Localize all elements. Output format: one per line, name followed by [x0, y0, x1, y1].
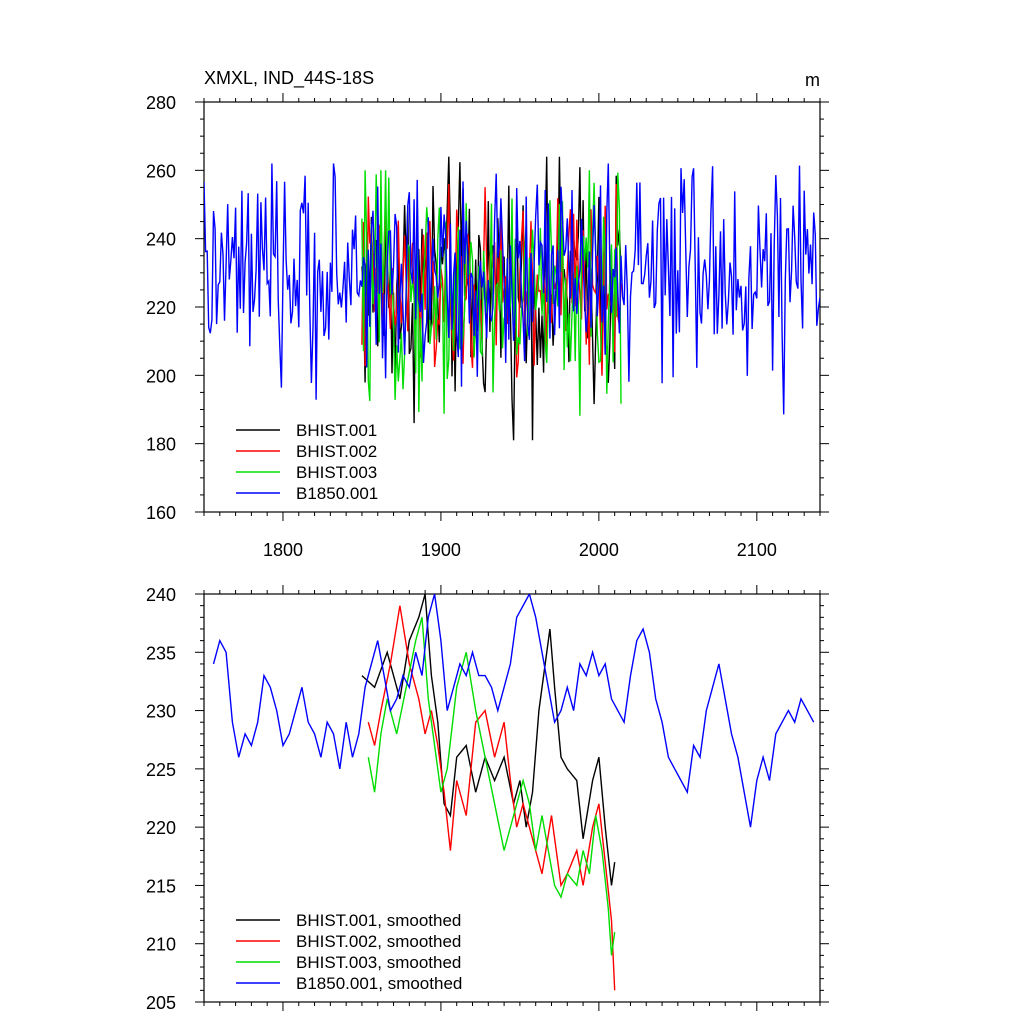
series-line-bhist-001-smoothed — [361, 594, 616, 886]
legend-label: BHIST.002 — [296, 442, 377, 461]
y-tick-label: 230 — [146, 702, 176, 722]
y-tick-label: 260 — [146, 161, 176, 181]
x-tick-label: 2000 — [579, 540, 619, 560]
legend-label: BHIST.002, smoothed — [296, 932, 461, 951]
y-tick-label: 160 — [146, 503, 176, 523]
series-line-b1850-001-smoothed — [212, 594, 815, 828]
x-tick-label: 2100 — [737, 540, 777, 560]
legend-label: BHIST.001, smoothed — [296, 911, 461, 930]
y-tick-label: 225 — [146, 760, 176, 780]
bottom-panel: 205 210 215 220 225 230 235 240 BHIST.001, smoot… — [146, 585, 829, 1013]
series-line-bhist-002-smoothed — [367, 605, 616, 991]
plot-frame — [203, 593, 821, 1003]
y-tick-label: 220 — [146, 298, 176, 318]
series-group — [204, 156, 820, 441]
legend-label: B1850.001 — [296, 484, 378, 503]
series-line-bhist-003-smoothed — [367, 617, 616, 956]
y-tick-label: 280 — [146, 93, 176, 113]
y-tick-label: 235 — [146, 643, 176, 663]
series-group — [212, 594, 815, 991]
y-tick-label: 205 — [146, 993, 176, 1013]
y-tick-label: 180 — [146, 435, 176, 455]
y-tick-label: 240 — [146, 230, 176, 250]
y-tick-label: 210 — [146, 935, 176, 955]
legend-label: BHIST.003 — [296, 463, 377, 482]
unit-label: m — [805, 70, 820, 90]
y-tick-label: 215 — [146, 876, 176, 896]
chart-title: XMXL, IND_44S-18S — [204, 68, 374, 89]
legend-label: B1850.001, smoothed — [296, 974, 462, 993]
legend-label: BHIST.003, smoothed — [296, 953, 461, 972]
x-tick-label: 1900 — [421, 540, 461, 560]
y-tick-label: 220 — [146, 818, 176, 838]
series-line-b1850-001 — [204, 163, 820, 415]
top-panel: 1800 1900 2000 2100 160 180 200 220 240 260 280 BHI… — [146, 93, 829, 560]
y-tick-label: 240 — [146, 585, 176, 605]
legend-label: BHIST.001 — [296, 421, 377, 440]
x-tick-label: 1800 — [263, 540, 303, 560]
y-tick-label: 200 — [146, 366, 176, 386]
